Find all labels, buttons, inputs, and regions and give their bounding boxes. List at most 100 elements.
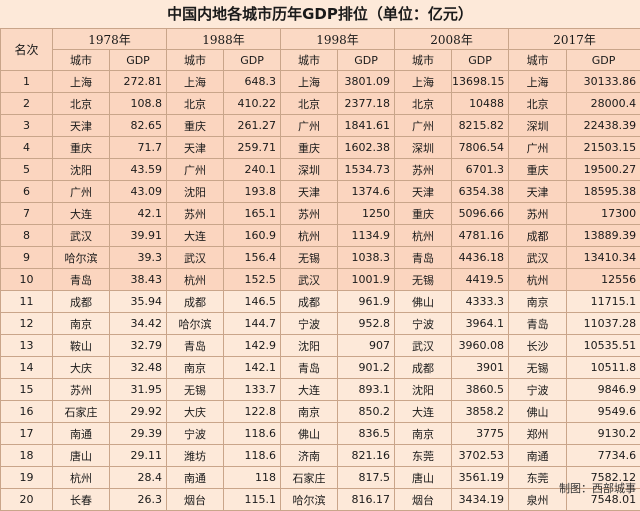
gdp-cell: 142.1 bbox=[224, 357, 281, 379]
gdp-cell: 8215.82 bbox=[452, 115, 509, 137]
page-title: 中国内地各城市历年GDP排位（单位：亿元） bbox=[0, 0, 640, 29]
gdp-cell: 3434.19 bbox=[452, 489, 509, 511]
gdp-cell: 39.91 bbox=[110, 225, 167, 247]
gdp-cell: 261.27 bbox=[224, 115, 281, 137]
city-cell: 重庆 bbox=[53, 137, 110, 159]
gdp-cell: 3901 bbox=[452, 357, 509, 379]
gdp-ranking-sheet: 中国内地各城市历年GDP排位（单位：亿元） 名次 1978年 1988年 199… bbox=[0, 0, 640, 497]
gdp-cell: 272.81 bbox=[110, 71, 167, 93]
gdp-cell: 1841.61 bbox=[338, 115, 395, 137]
city-cell: 无锡 bbox=[281, 247, 338, 269]
city-cell: 青岛 bbox=[167, 335, 224, 357]
gdp-cell: 10511.8 bbox=[567, 357, 640, 379]
rank-cell: 16 bbox=[1, 401, 53, 423]
gdp-cell: 1134.9 bbox=[338, 225, 395, 247]
gdp-column-header: GDP bbox=[452, 50, 509, 71]
city-cell: 佛山 bbox=[509, 401, 567, 423]
city-cell: 宁波 bbox=[281, 313, 338, 335]
gdp-cell: 43.09 bbox=[110, 181, 167, 203]
gdp-cell: 108.8 bbox=[110, 93, 167, 115]
gdp-cell: 240.1 bbox=[224, 159, 281, 181]
gdp-cell: 850.2 bbox=[338, 401, 395, 423]
city-cell: 南京 bbox=[281, 401, 338, 423]
city-cell: 武汉 bbox=[167, 247, 224, 269]
gdp-cell: 1001.9 bbox=[338, 269, 395, 291]
rank-cell: 10 bbox=[1, 269, 53, 291]
gdp-cell: 952.8 bbox=[338, 313, 395, 335]
city-cell: 成都 bbox=[53, 291, 110, 313]
city-cell: 青岛 bbox=[281, 357, 338, 379]
gdp-cell: 26.3 bbox=[110, 489, 167, 511]
gdp-cell: 7806.54 bbox=[452, 137, 509, 159]
city-cell: 上海 bbox=[395, 71, 452, 93]
gdp-cell: 31.95 bbox=[110, 379, 167, 401]
gdp-cell: 7734.6 bbox=[567, 445, 640, 467]
city-cell: 成都 bbox=[281, 291, 338, 313]
city-cell: 天津 bbox=[509, 181, 567, 203]
rank-cell: 2 bbox=[1, 93, 53, 115]
gdp-cell: 82.65 bbox=[110, 115, 167, 137]
city-cell: 大连 bbox=[281, 379, 338, 401]
gdp-cell: 11037.28 bbox=[567, 313, 640, 335]
city-cell: 重庆 bbox=[509, 159, 567, 181]
gdp-cell: 3858.2 bbox=[452, 401, 509, 423]
city-cell: 北京 bbox=[281, 93, 338, 115]
city-column-header: 城市 bbox=[509, 50, 567, 71]
city-cell: 青岛 bbox=[53, 269, 110, 291]
city-cell: 南京 bbox=[395, 423, 452, 445]
city-cell: 大连 bbox=[395, 401, 452, 423]
gdp-cell: 122.8 bbox=[224, 401, 281, 423]
rank-header: 名次 bbox=[1, 29, 53, 71]
gdp-cell: 43.59 bbox=[110, 159, 167, 181]
city-cell: 天津 bbox=[167, 137, 224, 159]
city-cell: 长春 bbox=[53, 489, 110, 511]
gdp-column-header: GDP bbox=[110, 50, 167, 71]
gdp-cell: 30133.86 bbox=[567, 71, 640, 93]
gdp-ranking-table: 名次 1978年 1988年 1998年 2008年 2017年 城市 GDP … bbox=[0, 28, 640, 511]
city-column-header: 城市 bbox=[167, 50, 224, 71]
gdp-cell: 6701.3 bbox=[452, 159, 509, 181]
city-cell: 重庆 bbox=[167, 115, 224, 137]
city-cell: 武汉 bbox=[509, 247, 567, 269]
gdp-cell: 9130.2 bbox=[567, 423, 640, 445]
rank-cell: 17 bbox=[1, 423, 53, 445]
city-cell: 东莞 bbox=[509, 467, 567, 489]
city-cell: 上海 bbox=[167, 71, 224, 93]
city-cell: 大庆 bbox=[53, 357, 110, 379]
city-cell: 杭州 bbox=[509, 269, 567, 291]
city-cell: 东莞 bbox=[395, 445, 452, 467]
gdp-cell: 34.42 bbox=[110, 313, 167, 335]
gdp-cell: 193.8 bbox=[224, 181, 281, 203]
gdp-cell: 9549.6 bbox=[567, 401, 640, 423]
city-cell: 大连 bbox=[167, 225, 224, 247]
gdp-cell: 1602.38 bbox=[338, 137, 395, 159]
gdp-cell: 821.16 bbox=[338, 445, 395, 467]
rank-cell: 13 bbox=[1, 335, 53, 357]
city-cell: 重庆 bbox=[281, 137, 338, 159]
gdp-cell: 1250 bbox=[338, 203, 395, 225]
gdp-cell: 836.5 bbox=[338, 423, 395, 445]
gdp-cell: 3960.08 bbox=[452, 335, 509, 357]
rank-cell: 19 bbox=[1, 467, 53, 489]
gdp-cell: 13889.39 bbox=[567, 225, 640, 247]
rank-cell: 12 bbox=[1, 313, 53, 335]
gdp-cell: 648.3 bbox=[224, 71, 281, 93]
gdp-cell: 11715.1 bbox=[567, 291, 640, 313]
city-cell: 北京 bbox=[509, 93, 567, 115]
year-header: 1998年 bbox=[281, 29, 395, 50]
gdp-cell: 38.43 bbox=[110, 269, 167, 291]
rank-cell: 7 bbox=[1, 203, 53, 225]
gdp-cell: 21503.15 bbox=[567, 137, 640, 159]
gdp-cell: 13698.15 bbox=[452, 71, 509, 93]
gdp-cell: 118 bbox=[224, 467, 281, 489]
city-cell: 泉州 bbox=[509, 489, 567, 511]
